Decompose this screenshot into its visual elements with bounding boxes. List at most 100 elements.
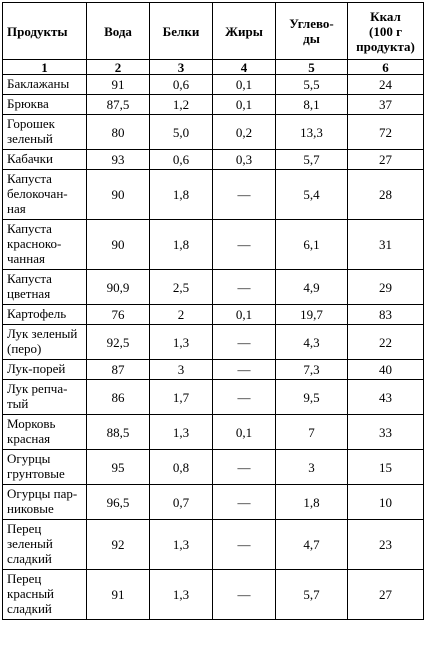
carbs-value: 19,7: [275, 304, 348, 325]
water-value: 87: [86, 359, 150, 380]
fat-value: 0,1: [212, 74, 276, 95]
table-row: Перец зеленый сладкий 92 1,3—4,7 23: [2, 519, 424, 570]
protein-value: 0,6: [149, 74, 213, 95]
carbs-value: 4,7: [275, 519, 348, 570]
table-row: Перец красный сладкий 91 1,3—5,7 27: [2, 569, 424, 620]
table-row: Капуста краснoко- чанная 90 1,8—6,1 31: [2, 219, 424, 270]
table-row: Брюква 87,5 1,2 0,1 8,1 37: [2, 94, 424, 115]
kcal-value: 27: [347, 569, 424, 620]
product-name: Брюква: [2, 94, 87, 115]
carbs-value: 13,3: [275, 114, 348, 150]
header-carbs-text: Углево- ды: [289, 16, 334, 46]
kcal-value: 28: [347, 169, 424, 220]
fat-value: 0,2: [212, 114, 276, 150]
kcal-value: 29: [347, 269, 424, 305]
carbs-value: 5,5: [275, 74, 348, 95]
vegetable-nutrition-table: Продукты Вода Белки Жиры Углево- ды Ккал…: [2, 2, 424, 620]
protein-value: 1,8: [149, 219, 213, 270]
water-value: 92,5: [86, 324, 150, 360]
column-number: 3: [149, 59, 213, 75]
kcal-value: 40: [347, 359, 424, 380]
carbs-value: 5,7: [275, 569, 348, 620]
product-name: Кабачки: [2, 149, 87, 170]
protein-value: 2: [149, 304, 213, 325]
product-name: Морковь красная: [2, 414, 87, 450]
table-body: Баклажаны 91 0,6 0,1 5,5 24 Брюква 87,5 1,2 0,1 8,…: [2, 74, 424, 620]
header-fat: Жиры: [212, 2, 276, 60]
product-name: Баклажаны: [2, 74, 87, 95]
table-row: Огурцы пар- никовые 96,5 0,7—1,8 10: [2, 484, 424, 520]
header-carbs: Углево- ды: [275, 2, 348, 60]
water-value: 76: [86, 304, 150, 325]
header-products: Продукты: [2, 2, 87, 60]
kcal-value: 33: [347, 414, 424, 450]
water-value: 90: [86, 219, 150, 270]
protein-value: 1,7: [149, 379, 213, 415]
carbs-value: 8,1: [275, 94, 348, 115]
kcal-value: 72: [347, 114, 424, 150]
carbs-value: 5,4: [275, 169, 348, 220]
table-row: Горошек зеленый 80 5,0 0,2 13,3 72: [2, 114, 424, 150]
header-protein: Белки: [149, 2, 213, 60]
fat-value: —: [212, 449, 276, 485]
table-row: Морковь красная 88,5 1,3 0,1 7 33: [2, 414, 424, 450]
column-number: 5: [275, 59, 348, 75]
fat-value: 0,1: [212, 94, 276, 115]
column-number: 4: [212, 59, 276, 75]
product-name: Огурцы пар- никовые: [2, 484, 87, 520]
water-value: 88,5: [86, 414, 150, 450]
water-value: 80: [86, 114, 150, 150]
column-number: 2: [86, 59, 150, 75]
protein-value: 0,8: [149, 449, 213, 485]
fat-value: 0,3: [212, 149, 276, 170]
carbs-value: 1,8: [275, 484, 348, 520]
carbs-value: 7: [275, 414, 348, 450]
water-value: 93: [86, 149, 150, 170]
product-name: Огурцы грунтовые: [2, 449, 87, 485]
table-row: Баклажаны 91 0,6 0,1 5,5 24: [2, 74, 424, 95]
kcal-value: 27: [347, 149, 424, 170]
fat-value: —: [212, 519, 276, 570]
product-name: Картофель: [2, 304, 87, 325]
header-row: Продукты Вода Белки Жиры Углево- ды Ккал…: [2, 2, 424, 60]
fat-value: 0,1: [212, 304, 276, 325]
carbs-value: 3: [275, 449, 348, 485]
table-row: Капуста цветная 90,9 2,5—4,9 29: [2, 269, 424, 305]
kcal-value: 15: [347, 449, 424, 485]
column-number: 6: [347, 59, 424, 75]
kcal-value: 43: [347, 379, 424, 415]
protein-value: 1,3: [149, 519, 213, 570]
carbs-value: 6,1: [275, 219, 348, 270]
product-name: Лук репча- тый: [2, 379, 87, 415]
protein-value: 2,5: [149, 269, 213, 305]
fat-value: —: [212, 169, 276, 220]
header-water: Вода: [86, 2, 150, 60]
protein-value: 0,7: [149, 484, 213, 520]
fat-value: —: [212, 269, 276, 305]
kcal-value: 31: [347, 219, 424, 270]
water-value: 90: [86, 169, 150, 220]
protein-value: 1,3: [149, 569, 213, 620]
kcal-value: 37: [347, 94, 424, 115]
protein-value: 1,8: [149, 169, 213, 220]
column-number: 1: [2, 59, 87, 75]
protein-value: 5,0: [149, 114, 213, 150]
kcal-value: 23: [347, 519, 424, 570]
protein-value: 1,3: [149, 414, 213, 450]
fat-value: 0,1: [212, 414, 276, 450]
water-value: 91: [86, 569, 150, 620]
fat-value: —: [212, 359, 276, 380]
table-row: Картофель 76 2 0,1 19,7 83: [2, 304, 424, 325]
table-row: Лук зеленый (перо) 92,5 1,3—4,3 22: [2, 324, 424, 360]
table-row: Лук-порей 87 3—7,3 40: [2, 359, 424, 380]
header-kcal-text: Ккал (100 г продукта): [356, 8, 415, 54]
column-number-row: 1 2 3 4 5 6: [2, 59, 424, 75]
table-row: Капуста белокочан- ная 90 1,8—5,4 28: [2, 169, 424, 220]
product-name: Капуста краснoко- чанная: [2, 219, 87, 270]
product-name: Капуста белокочан- ная: [2, 169, 87, 220]
header-kcal: Ккал (100 г продукта): [347, 2, 424, 60]
protein-value: 1,3: [149, 324, 213, 360]
water-value: 87,5: [86, 94, 150, 115]
carbs-value: 9,5: [275, 379, 348, 415]
product-name: Лук-порей: [2, 359, 87, 380]
